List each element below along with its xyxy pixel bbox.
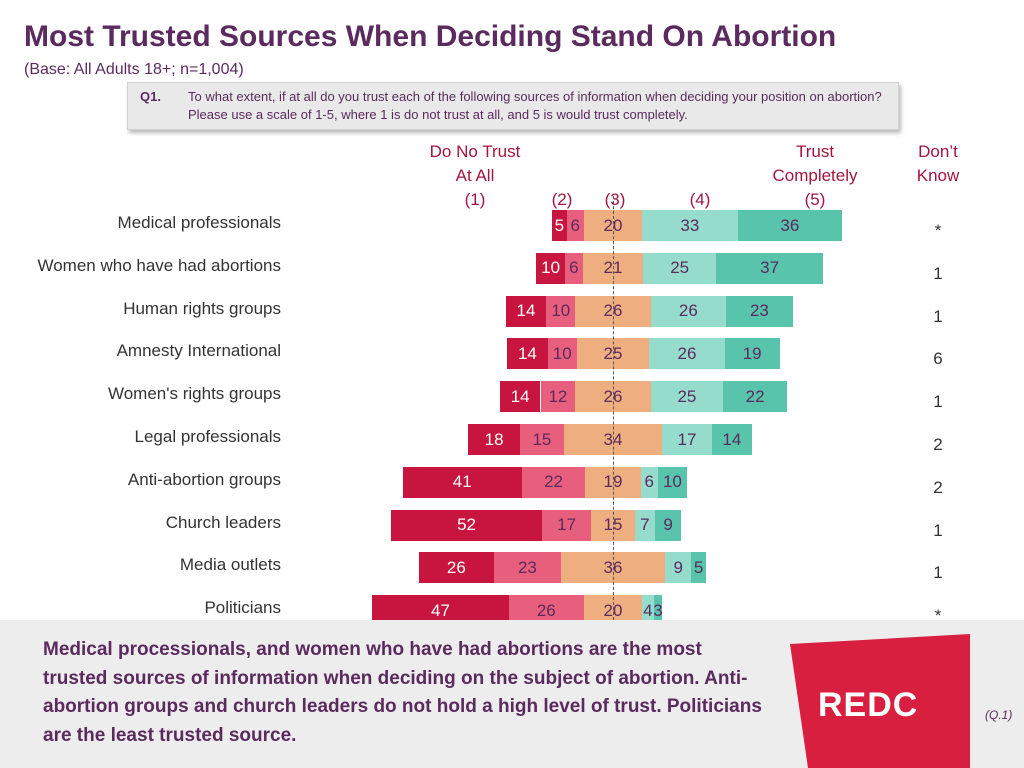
header-high: Trust Completely (5) bbox=[755, 140, 875, 212]
row-label-anti-abortion-groups: Anti-abortion groups bbox=[127, 469, 281, 489]
question-text: To what extent, if at all do you trust e… bbox=[188, 89, 882, 122]
bar-legal-professionals-s5: 14 bbox=[711, 424, 753, 455]
bar-women-s-rights-groups-s5: 22 bbox=[723, 381, 787, 413]
bar-legal-professionals-s2: 15 bbox=[520, 424, 564, 455]
header-low-line1: Do No Trust bbox=[429, 142, 521, 161]
bar-human-rights-groups-s5: 23 bbox=[726, 295, 793, 327]
neutral-axis-line bbox=[613, 196, 614, 620]
bar-media-outlets-s3: 36 bbox=[560, 552, 666, 584]
bar-women-who-have-had-abortions-s3: 21 bbox=[582, 252, 644, 284]
bar-anti-abortion-groups-s4: 6 bbox=[640, 466, 658, 498]
question-ref: (Q.1) bbox=[985, 708, 1013, 722]
header-low: Do No Trust At All (1) bbox=[415, 140, 535, 212]
dont-know-medical-professionals: * bbox=[934, 221, 942, 240]
base-note: (Base: All Adults 18+; n=1,004) bbox=[24, 61, 244, 78]
bar-media-outlets-s2: 23 bbox=[494, 552, 561, 584]
row-label-media-outlets: Media outlets bbox=[179, 555, 281, 575]
row-label-politicians: Politicians bbox=[204, 598, 281, 618]
bar-human-rights-groups-s1: 14 bbox=[505, 295, 547, 327]
bar-legal-professionals-s1: 18 bbox=[468, 424, 521, 455]
bar-amnesty-international-s4: 26 bbox=[649, 338, 725, 370]
page-title: Most Trusted Sources When Deciding Stand… bbox=[24, 20, 837, 53]
dont-know-human-rights-groups: 1 bbox=[933, 306, 943, 326]
bar-politicians-s4: 4 bbox=[642, 595, 654, 627]
header-dk-line1: Don’t bbox=[918, 142, 958, 161]
dont-know-legal-professionals: 2 bbox=[933, 435, 943, 454]
bar-church-leaders-s2: 17 bbox=[541, 509, 592, 541]
footer-summary: Medical processionals, and women who hav… bbox=[43, 639, 762, 746]
dont-know-church-leaders: 1 bbox=[933, 520, 943, 540]
bar-amnesty-international-s2: 10 bbox=[547, 338, 577, 370]
bar-women-s-rights-groups-s4: 25 bbox=[650, 381, 724, 413]
question-label: Q1. bbox=[140, 89, 161, 104]
header-scale-5: (5) bbox=[804, 190, 826, 209]
bar-medical-professionals-s2: 6 bbox=[566, 210, 584, 241]
bar-medical-professionals-s1: 5 bbox=[552, 210, 567, 241]
bar-media-outlets-s1: 26 bbox=[418, 552, 495, 584]
row-label-legal-professionals: Legal professionals bbox=[134, 427, 281, 446]
row-label-amnesty-international: Amnesty International bbox=[116, 341, 281, 361]
header-dk-line2: Know bbox=[916, 166, 960, 185]
bar-church-leaders-s4: 7 bbox=[634, 509, 656, 541]
bar-medical-professionals-s4: 33 bbox=[642, 210, 738, 241]
bar-women-who-have-had-abortions-s4: 25 bbox=[643, 252, 716, 284]
bar-amnesty-international-s1: 14 bbox=[507, 338, 548, 370]
bar-medical-professionals-s5: 36 bbox=[737, 210, 843, 241]
bar-human-rights-groups-s4: 26 bbox=[650, 295, 727, 327]
row-label-medical-professionals: Medical professionals bbox=[117, 213, 281, 232]
bar-legal-professionals-s4: 17 bbox=[662, 424, 712, 455]
bar-politicians-s5: 3 bbox=[653, 595, 663, 627]
row-label-women-s-rights-groups: Women's rights groups bbox=[107, 384, 281, 404]
bar-human-rights-groups-s2: 10 bbox=[546, 295, 576, 327]
row-label-human-rights-groups: Human rights groups bbox=[123, 298, 281, 318]
row-label-women-who-have-had-abortions: Women who have had abortions bbox=[37, 255, 281, 275]
redc-logo: REDC bbox=[818, 686, 919, 724]
bar-amnesty-international-s5: 19 bbox=[724, 338, 780, 370]
dont-know-women-s-rights-groups: 1 bbox=[933, 392, 943, 412]
dont-know-politicians: * bbox=[934, 606, 942, 626]
dont-know-media-outlets: 1 bbox=[933, 563, 943, 583]
bar-women-who-have-had-abortions-s1: 10 bbox=[536, 252, 566, 284]
bar-women-s-rights-groups-s3: 26 bbox=[575, 381, 651, 413]
dont-know-amnesty-international: 6 bbox=[933, 349, 943, 369]
bar-anti-abortion-groups-s5: 10 bbox=[657, 466, 687, 498]
bar-women-s-rights-groups-s2: 12 bbox=[540, 381, 576, 413]
bar-women-s-rights-groups-s1: 14 bbox=[499, 381, 541, 413]
bar-women-who-have-had-abortions-s2: 6 bbox=[565, 252, 583, 284]
bar-media-outlets-s5: 5 bbox=[691, 552, 706, 584]
bar-media-outlets-s4: 9 bbox=[665, 552, 692, 584]
redc-logo-shape bbox=[790, 634, 970, 768]
header-low-line2: At All bbox=[455, 166, 495, 185]
dont-know-anti-abortion-groups: 2 bbox=[933, 477, 943, 497]
header-dont-know: Don’t Know bbox=[898, 140, 978, 188]
bar-anti-abortion-groups-s3: 19 bbox=[585, 466, 641, 498]
bar-church-leaders-s1: 52 bbox=[391, 509, 542, 541]
header-high-line2: Completely bbox=[772, 166, 858, 185]
header-scale-1: (1) bbox=[464, 190, 486, 209]
bar-anti-abortion-groups-s1: 41 bbox=[402, 466, 522, 498]
row-label-church-leaders: Church leaders bbox=[165, 512, 281, 532]
bar-human-rights-groups-s3: 26 bbox=[575, 295, 651, 327]
bar-anti-abortion-groups-s2: 22 bbox=[521, 466, 586, 498]
bar-women-who-have-had-abortions-s5: 37 bbox=[715, 252, 824, 284]
header-scale-2: (2) bbox=[551, 190, 573, 209]
dont-know-women-who-have-had-abortions: 1 bbox=[933, 263, 943, 283]
header-high-line1: Trust bbox=[795, 142, 835, 161]
header-scale-3: (3) bbox=[604, 190, 626, 209]
question-box: Q1. To what extent, if at all do you tru… bbox=[127, 82, 899, 130]
bar-legal-professionals-s3: 34 bbox=[563, 424, 663, 455]
header-scale-4: (4) bbox=[689, 190, 711, 209]
bar-church-leaders-s5: 9 bbox=[655, 509, 682, 541]
